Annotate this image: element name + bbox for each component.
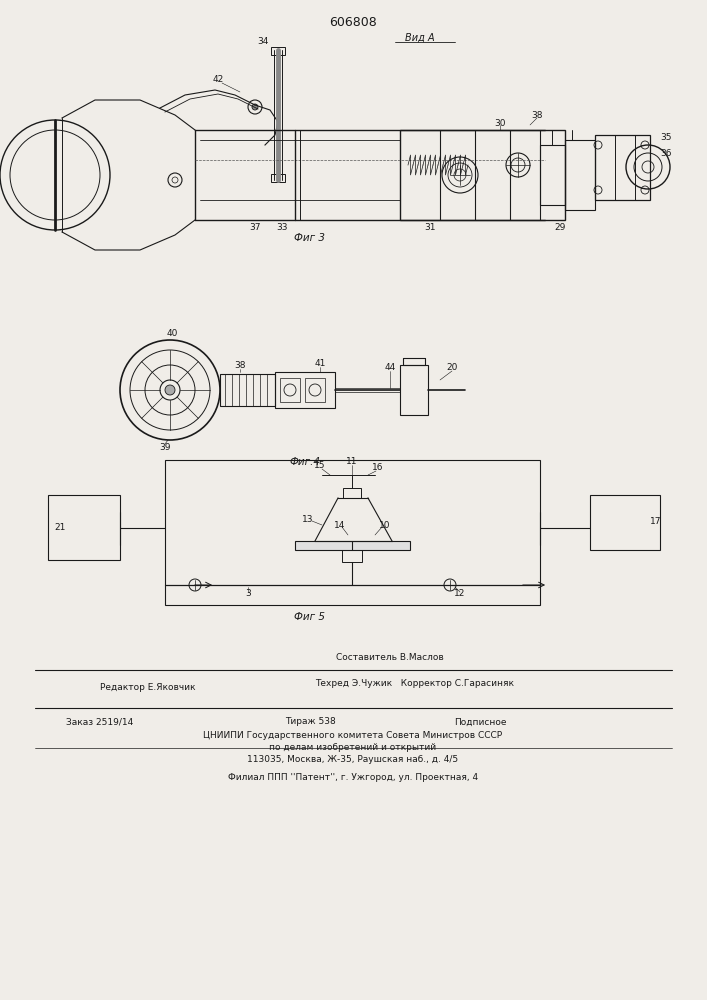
Text: 17: 17: [650, 518, 662, 526]
Text: 15: 15: [314, 462, 326, 471]
Bar: [275, 372, 335, 408]
Bar: [342, 550, 362, 562]
Text: 30: 30: [494, 118, 506, 127]
Text: 37: 37: [250, 223, 261, 232]
Text: Составитель В.Маслов: Составитель В.Маслов: [336, 654, 444, 662]
Bar: [400, 365, 428, 415]
Text: 606808: 606808: [329, 15, 377, 28]
Bar: [595, 135, 650, 200]
Text: 34: 34: [257, 37, 269, 46]
Text: по делам изобретений и открытий: по делам изобретений и открытий: [269, 742, 436, 752]
Text: 35: 35: [660, 133, 672, 142]
Bar: [565, 140, 595, 210]
Circle shape: [252, 104, 258, 110]
Bar: [305, 378, 325, 402]
Text: 12: 12: [455, 589, 466, 598]
Text: Филиал ППП ''Патент'', г. Ужгород, ул. Проектная, 4: Филиал ППП ''Патент'', г. Ужгород, ул. П…: [228, 774, 478, 782]
Bar: [220, 374, 275, 406]
Text: Заказ 2519/14: Заказ 2519/14: [66, 718, 134, 726]
Bar: [280, 378, 300, 402]
Text: 42: 42: [212, 76, 223, 85]
Text: 3: 3: [245, 589, 251, 598]
Text: 21: 21: [54, 524, 66, 532]
Text: Тираж 538: Тираж 538: [285, 718, 335, 726]
Text: Вид А: Вид А: [405, 33, 435, 43]
Bar: [295, 541, 410, 550]
Text: Техред Э.Чужик   Корректор С.Гарасиняк: Техред Э.Чужик Корректор С.Гарасиняк: [315, 680, 515, 688]
Text: 113035, Москва, Ж-35, Раушская наб., д. 4/5: 113035, Москва, Ж-35, Раушская наб., д. …: [247, 754, 459, 764]
Text: 39: 39: [159, 444, 171, 452]
Bar: [540, 145, 565, 205]
Text: 38: 38: [531, 110, 543, 119]
Text: 44: 44: [385, 363, 396, 372]
Text: 11: 11: [346, 458, 358, 466]
Bar: [271, 47, 285, 55]
Text: 33: 33: [276, 223, 288, 232]
Text: 38: 38: [234, 361, 246, 370]
Bar: [48, 495, 120, 560]
Text: 13: 13: [303, 516, 314, 524]
Text: 10: 10: [379, 522, 391, 530]
Bar: [590, 495, 660, 550]
Text: 29: 29: [554, 223, 566, 232]
Text: Фиг.4: Фиг.4: [289, 457, 320, 467]
Text: 31: 31: [424, 223, 436, 232]
Text: 40: 40: [166, 328, 177, 338]
Text: 36: 36: [660, 148, 672, 157]
Text: 14: 14: [334, 520, 346, 530]
Text: 20: 20: [446, 363, 457, 372]
Text: Фиг 5: Фиг 5: [295, 612, 325, 622]
Text: Фиг 3: Фиг 3: [295, 233, 325, 243]
Text: Редактор Е.Яковчик: Редактор Е.Яковчик: [100, 684, 196, 692]
Bar: [271, 174, 285, 182]
Bar: [165, 460, 540, 605]
Bar: [343, 488, 361, 498]
Text: ЦНИИПИ Государственного комитета Совета Министров СССР: ЦНИИПИ Государственного комитета Совета …: [204, 730, 503, 740]
Text: Подписное: Подписное: [454, 718, 506, 726]
Text: 41: 41: [315, 360, 326, 368]
Text: 16: 16: [373, 464, 384, 473]
Bar: [400, 130, 565, 220]
Circle shape: [165, 385, 175, 395]
